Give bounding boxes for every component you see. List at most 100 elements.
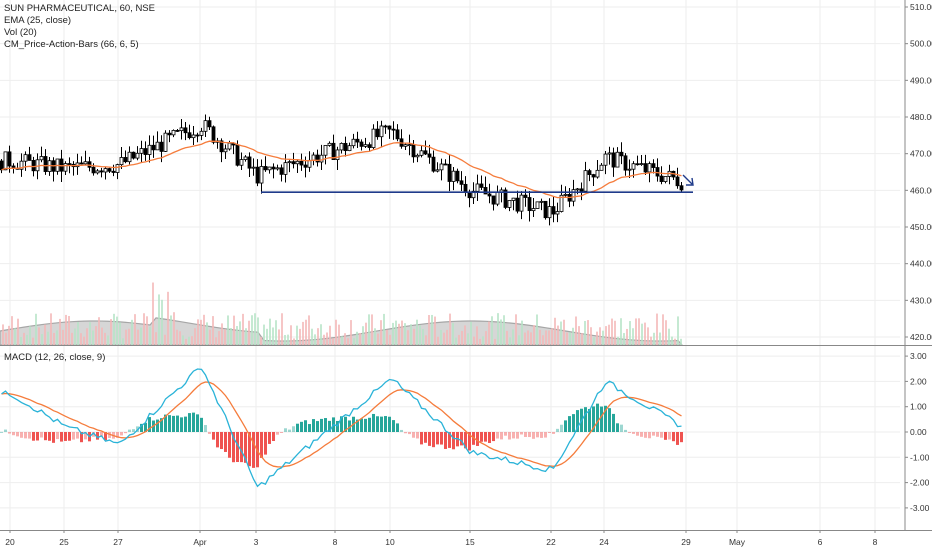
macd-hist-bar (304, 420, 307, 432)
candle-body (275, 167, 280, 170)
candle-body (471, 190, 476, 199)
volume-bar (113, 313, 115, 345)
volume-bar (518, 335, 520, 345)
candle-body (315, 154, 320, 163)
macd-hist-bar (468, 432, 471, 451)
candle-body (203, 120, 208, 132)
volume-bar (188, 336, 190, 345)
candle-body (307, 159, 312, 168)
macd-hist-bar (128, 429, 131, 432)
candle-body (543, 200, 548, 219)
macd-hist-bar (424, 432, 427, 443)
candle-body (247, 156, 252, 169)
volume-bar (77, 322, 79, 345)
macd-hist-bar (36, 432, 39, 441)
candle-body (355, 138, 360, 143)
volume-bar (560, 321, 562, 345)
volume-bar (275, 320, 277, 345)
time-tick-label: 6 (818, 537, 823, 547)
macd-tick-label: 3.00 (910, 351, 927, 361)
volume-bar (356, 331, 358, 345)
volume-bar (431, 314, 433, 345)
macd-hist-bar (348, 420, 351, 432)
macd-hist-bar (372, 413, 375, 432)
volume-bar (242, 313, 244, 345)
volume-bar (98, 317, 100, 345)
candle-body (31, 160, 36, 172)
volume-bar (194, 328, 196, 345)
candle-body (259, 166, 264, 184)
macd-axis: 3.00 2.00 1.00 0.00 -1.00 -2.00 -3.00 (905, 351, 930, 513)
macd-hist-bar (336, 420, 339, 432)
candle-body (579, 188, 584, 192)
volume-bar (638, 318, 640, 345)
macd-hist-bar (192, 412, 195, 432)
ema-legend: EMA (25, close) (4, 15, 72, 26)
macd-hist-bar (260, 432, 263, 458)
candle-body (7, 151, 12, 167)
macd-hist-bar (188, 413, 191, 432)
volume-bar (545, 330, 547, 345)
volume-bar (524, 332, 526, 345)
volume-bar (119, 322, 121, 345)
macd-hist-bar (240, 432, 243, 463)
macd-hist-bar (640, 432, 643, 437)
volume-bar (323, 334, 325, 345)
volume-bar (68, 316, 70, 345)
volume-bar (161, 299, 163, 345)
candle-body (363, 144, 368, 147)
volume-bar (662, 314, 664, 345)
macd-hist-bar (648, 432, 651, 439)
time-tick-label: 10 (385, 537, 395, 547)
macd-hist-bar (420, 432, 423, 445)
volume-bar (335, 319, 337, 345)
candle-body (111, 170, 116, 173)
candle-body (491, 195, 496, 205)
macd-hist-bar (612, 413, 615, 432)
volume-bar (425, 335, 427, 345)
macd-hist-bar (392, 420, 395, 432)
candle-body (79, 162, 84, 165)
macd-hist-bar (524, 432, 527, 437)
volume-bar (671, 336, 673, 345)
volume-bar (269, 318, 271, 345)
volume-bar (95, 326, 97, 345)
volume-bar (413, 328, 415, 345)
candle-body (663, 176, 668, 182)
volume-bar (272, 327, 274, 345)
macd-hist-bar (572, 414, 575, 432)
volume-bar (668, 328, 670, 345)
volume-bar (464, 325, 466, 345)
candle-body (103, 168, 108, 173)
macd-hist-bar (516, 432, 519, 439)
macd-tick-label: 1.00 (910, 402, 927, 412)
candle-body (347, 145, 352, 152)
macd-hist-bar (116, 432, 119, 438)
volume-bar (575, 316, 577, 345)
candle-body (599, 164, 604, 171)
candle-body (455, 170, 460, 182)
volume-bar (92, 330, 94, 345)
candle-body (555, 211, 560, 215)
candle-body (511, 197, 516, 201)
volume-bar (314, 334, 316, 345)
volume-bar (239, 321, 241, 345)
time-tick-label: 22 (546, 537, 556, 547)
volume-bar (47, 331, 49, 345)
volume-bar (479, 338, 481, 345)
candle-body (191, 134, 196, 139)
volume-bar (557, 325, 559, 345)
candle-body (3, 151, 8, 171)
volume-bar (263, 324, 265, 345)
candle-body (279, 167, 284, 175)
candle-body (123, 157, 128, 163)
volume-bar (488, 321, 490, 345)
candle-body (515, 197, 520, 212)
volume-bar (182, 335, 184, 345)
price-tick-label: 510.00 (910, 2, 932, 12)
time-tick-label: 25 (59, 537, 69, 547)
candle-body (223, 148, 228, 153)
volume-bar (419, 325, 421, 345)
